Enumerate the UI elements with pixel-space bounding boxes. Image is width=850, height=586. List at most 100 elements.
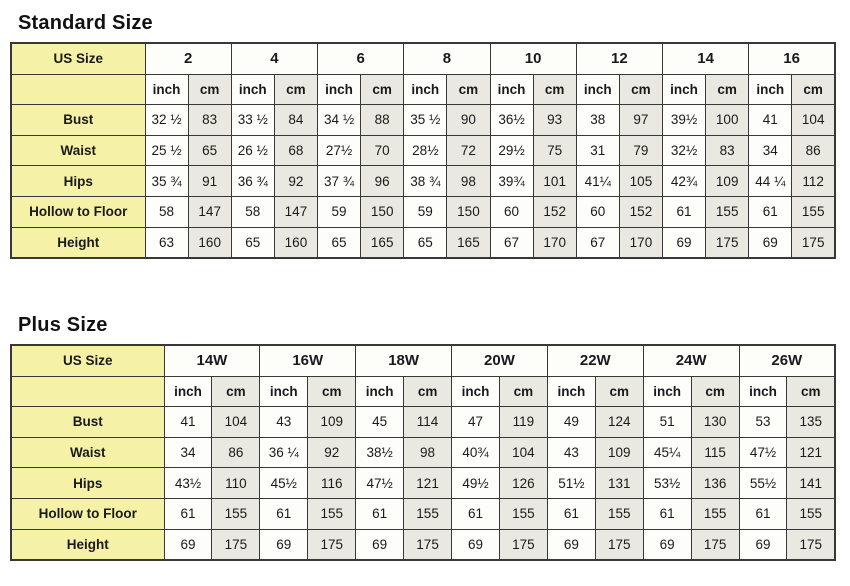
cm-value: 175 <box>307 528 357 561</box>
cm-header: cm <box>187 73 232 106</box>
cm-value: 83 <box>705 134 750 167</box>
inch-value: 69 <box>259 528 309 561</box>
cm-value: 175 <box>594 528 644 561</box>
inch-value: 43 <box>259 406 309 438</box>
inch-value: 37 ¾ <box>316 165 362 197</box>
measurement-row: Hollow to Floor 61 155 61 155 61 155 61 155 61 155… <box>10 497 836 530</box>
inch-value: 32½ <box>661 134 707 167</box>
us-size-header: US Size <box>10 344 165 377</box>
cm-value: 150 <box>446 195 491 228</box>
cm-value: 175 <box>690 528 740 561</box>
cm-value: 124 <box>594 406 644 438</box>
measurement-label: Hips <box>10 165 146 197</box>
cm-value: 152 <box>618 195 664 228</box>
inch-value: 35 ¾ <box>144 165 189 197</box>
inch-value: 69 <box>738 528 788 561</box>
unit-header-row: inch cm inch cm inch cm inch cm inch cm inch cm inch… <box>10 73 836 106</box>
inch-value: 33 ½ <box>230 104 275 136</box>
inch-value: 69 <box>163 528 213 561</box>
measurement-row: Hollow to Floor 58 147 58 147 59 150 59 150 60 152… <box>10 195 836 228</box>
cm-value: 135 <box>786 406 836 438</box>
cm-value: 70 <box>360 134 405 167</box>
inch-header: inch <box>748 73 793 106</box>
measurement-row: Hips 35 ¾ 91 36 ¾ 92 37 ¾ 96 38 ¾ 98 39¾ 101 41¼ 105… <box>10 165 836 197</box>
inch-value: 61 <box>748 195 793 228</box>
inch-value: 65 <box>316 226 362 259</box>
inch-header: inch <box>403 73 448 106</box>
inch-value: 61 <box>355 497 405 530</box>
cm-header: cm <box>211 375 261 408</box>
inch-value: 32 ½ <box>144 104 189 136</box>
cm-value: 136 <box>690 467 740 499</box>
inch-header: inch <box>230 73 275 106</box>
inch-value: 69 <box>546 528 596 561</box>
measurement-label: Bust <box>10 104 146 136</box>
size-header: 4 <box>230 42 319 75</box>
inch-value: 34 <box>163 436 213 469</box>
inch-value: 26 ½ <box>230 134 275 167</box>
cm-value: 96 <box>360 165 405 197</box>
cm-value: 109 <box>594 436 644 469</box>
cm-value: 170 <box>532 226 577 259</box>
cm-value: 109 <box>705 165 750 197</box>
inch-value: 47 <box>451 406 500 438</box>
inch-value: 35 ½ <box>403 104 448 136</box>
standard-size-title: Standard Size <box>18 12 153 34</box>
inch-value: 58 <box>230 195 275 228</box>
cm-value: 175 <box>705 226 750 259</box>
inch-value: 59 <box>316 195 362 228</box>
cm-value: 160 <box>273 226 319 259</box>
cm-value: 121 <box>786 436 836 469</box>
cm-value: 152 <box>532 195 577 228</box>
inch-value: 40¾ <box>451 436 500 469</box>
inch-value: 45½ <box>259 467 309 499</box>
inch-value: 41 <box>163 406 213 438</box>
inch-value: 69 <box>451 528 500 561</box>
inch-value: 38 <box>575 104 620 136</box>
inch-value: 69 <box>748 226 793 259</box>
cm-value: 119 <box>498 406 548 438</box>
cm-value: 88 <box>360 104 405 136</box>
cm-value: 165 <box>360 226 405 259</box>
measurement-row: Height 63 160 65 160 65 165 65 165 67 170 67 170 69 17… <box>10 226 836 259</box>
inch-value: 51 <box>642 406 692 438</box>
measurement-label: Hollow to Floor <box>10 497 165 530</box>
inch-value: 29½ <box>489 134 534 167</box>
inch-header: inch <box>316 73 362 106</box>
inch-value: 59 <box>403 195 448 228</box>
inch-value: 67 <box>575 226 620 259</box>
cm-header: cm <box>618 73 664 106</box>
inch-value: 61 <box>738 497 788 530</box>
size-header: 12 <box>575 42 664 75</box>
size-header: 6 <box>316 42 405 75</box>
inch-value: 36 ¾ <box>230 165 275 197</box>
unit-header-row: inch cm inch cm inch cm inch cm inch cm inch cm inch… <box>10 375 836 408</box>
size-header: 10 <box>489 42 577 75</box>
size-header: 18W <box>355 344 453 377</box>
inch-value: 38 ¾ <box>403 165 448 197</box>
size-header: 16W <box>259 344 357 377</box>
measurement-row: Waist 34 86 36 ¼ 92 38½ 98 40¾ 104 43 109 45¼ 115 47½… <box>10 436 836 469</box>
cm-value: 175 <box>786 528 836 561</box>
inch-value: 44 ¼ <box>748 165 793 197</box>
cm-value: 91 <box>187 165 232 197</box>
inch-value: 67 <box>489 226 534 259</box>
cm-header: cm <box>791 73 836 106</box>
inch-value: 27½ <box>316 134 362 167</box>
size-header: 8 <box>403 42 491 75</box>
inch-value: 58 <box>144 195 189 228</box>
cm-header: cm <box>446 73 491 106</box>
cm-value: 130 <box>690 406 740 438</box>
cm-value: 175 <box>791 226 836 259</box>
inch-value: 45¼ <box>642 436 692 469</box>
cm-value: 155 <box>791 195 836 228</box>
size-header-row: US Size 14W 16W 18W 20W 22W 24W 26W <box>10 344 836 377</box>
cm-value: 147 <box>273 195 319 228</box>
plus-size-section: Plus Size US Size 14W 16W 18W 20W 22W 24W 26W in… <box>10 314 838 562</box>
measurement-label: Waist <box>10 436 165 469</box>
inch-value: 61 <box>546 497 596 530</box>
cm-header: cm <box>307 375 357 408</box>
cm-value: 68 <box>273 134 319 167</box>
inch-value: 61 <box>642 497 692 530</box>
